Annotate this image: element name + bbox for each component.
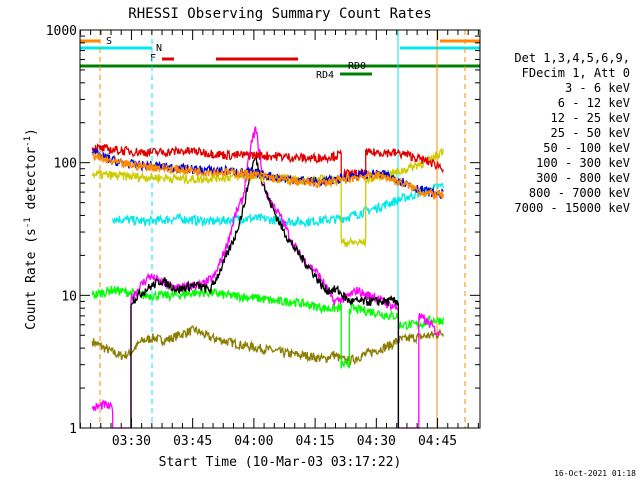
legend: Det 1,3,4,5,6,9, FDecim 1, Att 0 3 - 6 k…	[514, 51, 630, 215]
series-line	[91, 148, 444, 200]
y-tick-label: 1000	[46, 24, 77, 39]
flag-label: F	[150, 53, 156, 64]
series-layer	[91, 126, 444, 429]
flag-label: N	[156, 43, 162, 54]
series-line	[91, 152, 444, 200]
legend-header-line-1: Det 1,3,4,5,6,9,	[514, 51, 630, 65]
legend-entry: 7000 - 15000 keV	[514, 201, 630, 215]
x-tick-label: 04:15	[296, 434, 335, 449]
legend-entry: 25 - 50 keV	[551, 126, 630, 140]
plot-area	[79, 29, 481, 429]
x-tick-label: 04:30	[357, 434, 396, 449]
x-tick-label: 03:30	[112, 434, 151, 449]
x-tick-label: 03:45	[173, 434, 212, 449]
legend-entry: 800 - 7000 keV	[529, 186, 630, 200]
footer-timestamp: 16-Oct-2021 01:18	[554, 469, 636, 478]
x-axis-label: Start Time (10-Mar-03 03:17:22)	[159, 455, 402, 470]
y-axis-label-part-a: Count Rate (s	[24, 228, 39, 330]
x-tick-label: 04:45	[418, 434, 457, 449]
series-line	[130, 154, 400, 428]
y-axis-label-part-b: detector	[24, 147, 39, 218]
y-axis-label-sup-1: -1	[23, 217, 33, 228]
legend-entry: 12 - 25 keV	[551, 111, 630, 125]
legend-entry: 3 - 6 keV	[565, 81, 630, 95]
legend-entry: 50 - 100 keV	[543, 141, 630, 155]
series-line	[91, 143, 444, 181]
y-tick-label: 1	[69, 422, 77, 437]
legend-entry: 300 - 800 keV	[536, 171, 630, 185]
y-axis-label: Count Rate (s-1 detector-1)	[23, 128, 39, 330]
series-line	[91, 286, 444, 369]
series-line	[112, 182, 444, 229]
series-line	[91, 325, 444, 367]
y-tick-label: 100	[54, 157, 77, 172]
chart-title: RHESSI Observing Summary Count Rates	[128, 6, 431, 22]
legend-entry: 6 - 12 keV	[558, 96, 630, 110]
y-tick-label: 10	[61, 289, 77, 304]
x-tick-label: 04:00	[234, 434, 273, 449]
flag-label: RD0	[348, 61, 366, 72]
x-axis: 03:30 03:45 04:00 04:15 04:30 04:45	[79, 30, 479, 449]
legend-entry: 100 - 300 keV	[536, 156, 630, 170]
flag-label: RD4	[316, 70, 334, 81]
legend-header-line-2: FDecim 1, Att 0	[522, 66, 630, 80]
y-axis: 1 10 100 1000	[46, 24, 480, 437]
series-line	[91, 126, 440, 429]
flag-bars-group: S NF RD0 RD4	[80, 36, 480, 81]
flag-label: S	[106, 36, 112, 47]
y-axis-label-part-c: )	[24, 128, 39, 136]
y-axis-label-sup-2: -1	[23, 136, 33, 147]
